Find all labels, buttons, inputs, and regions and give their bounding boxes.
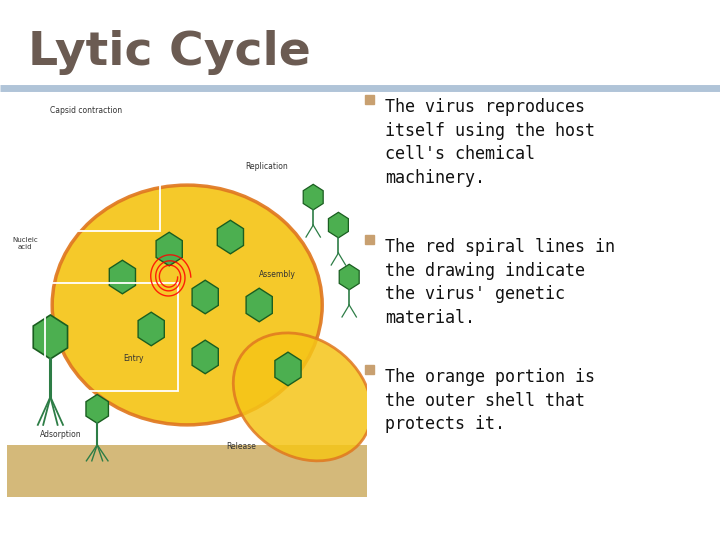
Text: The red spiral lines in
the drawing indicate
the virus' genetic
material.: The red spiral lines in the drawing indi…: [385, 238, 615, 327]
Text: The virus reproduces
itself using the host
cell's chemical
machinery.: The virus reproduces itself using the ho…: [385, 98, 595, 187]
Text: Assembly: Assembly: [258, 270, 296, 279]
Text: Capsid contraction: Capsid contraction: [50, 106, 122, 115]
Bar: [365, 95, 374, 104]
Text: Release: Release: [226, 442, 256, 451]
Bar: [365, 235, 374, 244]
Polygon shape: [7, 445, 367, 497]
Text: Lytic Cycle: Lytic Cycle: [28, 30, 311, 75]
Text: Adsorption: Adsorption: [40, 430, 82, 439]
Ellipse shape: [52, 185, 323, 425]
Bar: [365, 365, 374, 374]
Text: Entry: Entry: [123, 354, 143, 363]
Text: The orange portion is
the outer shell that
protects it.: The orange portion is the outer shell th…: [385, 368, 595, 433]
Text: Nucleic
acid: Nucleic acid: [12, 237, 38, 250]
Ellipse shape: [233, 333, 372, 461]
Text: Replication: Replication: [245, 162, 288, 171]
